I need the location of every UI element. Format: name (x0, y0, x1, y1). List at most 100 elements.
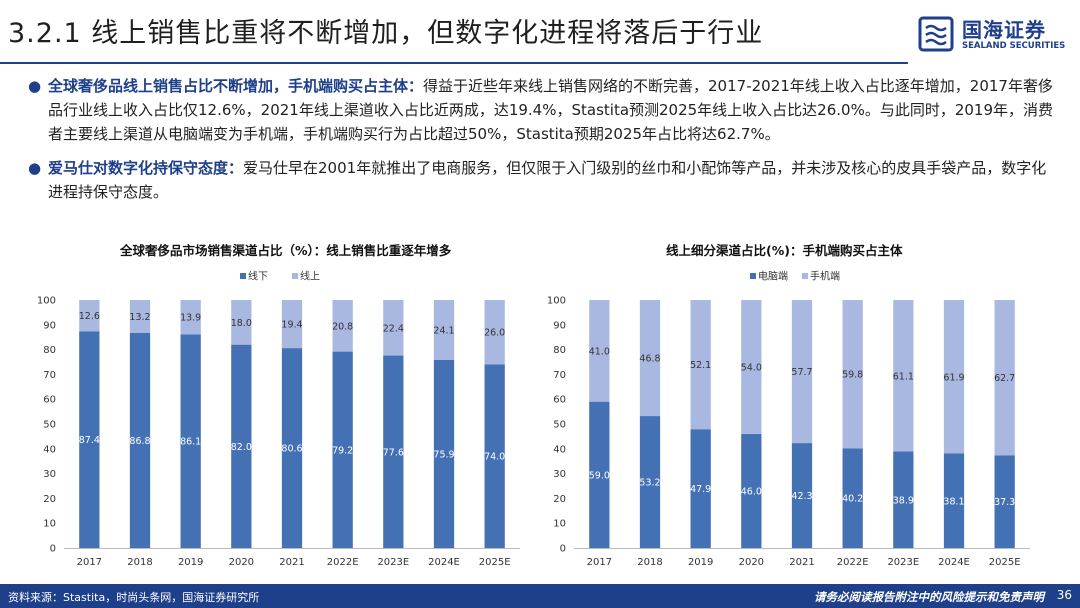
x-tick-label: 2021 (279, 557, 304, 568)
page-number: 36 (1056, 588, 1072, 602)
bar-segment-0 (690, 429, 711, 548)
stacked-bar-chart-online-devices: 电脑端 手机端 0 10 20 30 40 50 60 70 80 90 100 59.0 41.0 2017… (547, 270, 1030, 568)
bar-segment-1 (741, 300, 762, 434)
y-tick-label: 60 (43, 395, 56, 406)
y-tick-label: 10 (553, 519, 566, 530)
y-tick-label: 20 (43, 494, 56, 505)
bar-segment-0 (842, 448, 863, 548)
bar-segment-1 (994, 300, 1015, 456)
data-label: 40.2 (842, 494, 863, 505)
data-label: 13.9 (180, 313, 201, 324)
bar-segment-1 (484, 300, 505, 365)
bar-segment-0 (741, 433, 762, 548)
y-tick-label: 80 (553, 345, 566, 356)
data-label: 38.9 (893, 495, 914, 506)
legend-label-0: 电脑端 (758, 270, 788, 283)
stacked-bar-chart-channels: 线下 线上 0 10 20 30 40 50 60 70 80 90 100 87.4 12.6 2017 86… (37, 270, 520, 568)
y-tick-label: 30 (553, 469, 566, 480)
logo-text-cn: 国海证券 (962, 18, 1046, 42)
x-tick-label: 2017 (77, 557, 102, 568)
x-tick-label: 2017 (587, 557, 612, 568)
bullet-item: ● 爱马仕对数字化持保守态度：爱马仕早在2001年就推出了电商服务，但仅限于入门… (28, 156, 1058, 204)
bar-segment-1 (281, 300, 303, 349)
data-label: 61.1 (893, 371, 914, 382)
bar-segment-1 (332, 300, 353, 352)
data-label: 82.0 (231, 442, 252, 453)
bar-segment-1 (690, 300, 711, 430)
bar-segment-0 (433, 359, 455, 548)
bar-segment-1 (383, 300, 404, 356)
x-tick-label: 2018 (637, 557, 662, 568)
data-label: 24.1 (433, 325, 454, 336)
data-label: 74.0 (484, 452, 505, 463)
x-tick-label: 2022E (327, 557, 359, 568)
data-label: 57.7 (791, 367, 812, 378)
legend-label-1: 手机端 (810, 270, 840, 283)
bar-segment-1 (589, 300, 610, 402)
data-label: 80.6 (281, 444, 302, 455)
legend-swatch-0 (240, 273, 246, 279)
y-tick-label: 40 (43, 444, 56, 455)
data-label: 77.6 (383, 447, 404, 458)
bullet-dot-icon: ● (28, 77, 42, 95)
bar-segment-1 (79, 300, 100, 332)
sealand-logo-icon (918, 16, 954, 52)
data-label: 47.9 (690, 484, 711, 495)
bar-segment-0 (281, 348, 303, 548)
data-label: 20.8 (332, 321, 353, 332)
y-tick-label: 0 (560, 544, 566, 555)
bullet-list: ● 全球奢侈品线上销售占比不断增加，手机端购买占主体：得益于近些年来线上销售网络… (28, 74, 1058, 214)
y-tick-label: 50 (43, 420, 56, 431)
x-tick-label: 2023E (377, 557, 409, 568)
y-tick-label: 80 (43, 345, 56, 356)
y-tick-label: 90 (43, 320, 56, 331)
data-label: 52.1 (690, 360, 711, 371)
bar-segment-0 (383, 355, 404, 548)
bullet-lead: 爱马仕对数字化持保守态度： (48, 159, 244, 177)
data-label: 86.8 (129, 436, 150, 447)
data-label: 54.0 (741, 362, 762, 373)
y-tick-label: 20 (553, 494, 566, 505)
bar-segment-0 (589, 401, 610, 548)
x-tick-label: 2024E (428, 557, 460, 568)
bar-segment-1 (231, 300, 252, 345)
data-label: 61.9 (943, 372, 964, 383)
y-tick-label: 10 (43, 519, 56, 530)
x-tick-label: 2021 (789, 557, 814, 568)
y-tick-label: 30 (43, 469, 56, 480)
legend-label-1: 线上 (300, 270, 320, 283)
bar-segment-1 (180, 300, 201, 335)
chart-title-left: 全球奢侈品市场销售渠道占比（%）：线上销售比重逐年增多 (120, 243, 452, 258)
data-label: 46.0 (741, 486, 762, 497)
bar-segment-1 (791, 300, 813, 444)
data-label: 62.7 (994, 373, 1015, 384)
y-tick-label: 0 (50, 544, 56, 555)
x-tick-label: 2023E (887, 557, 919, 568)
data-label: 46.8 (639, 354, 660, 365)
x-tick-label: 2025E (989, 557, 1021, 568)
y-tick-label: 70 (43, 370, 56, 381)
legend-label-0: 线下 (248, 270, 268, 283)
data-label: 86.1 (180, 437, 201, 448)
data-label: 38.1 (943, 496, 964, 507)
bar-segment-0 (484, 364, 505, 548)
data-label: 37.3 (994, 497, 1015, 508)
logo-text-en: SEALAND SECURITIES (962, 41, 1066, 51)
bar-segment-0 (791, 443, 813, 548)
x-tick-label: 2020 (739, 557, 764, 568)
legend-swatch-0 (750, 273, 756, 279)
x-tick-label: 2019 (688, 557, 713, 568)
bar-segment-0 (180, 334, 201, 548)
x-tick-label: 2020 (229, 557, 254, 568)
data-label: 18.0 (231, 318, 252, 329)
data-label: 22.4 (383, 323, 404, 334)
bar-segment-0 (639, 416, 661, 548)
bar-segment-1 (129, 300, 151, 333)
header-divider (0, 62, 908, 64)
header: 3.2.1 线上销售比重将不断增加，但数字化进程将落后于行业 国海证券 SEAL… (0, 0, 1080, 64)
bar-segment-0 (231, 344, 252, 548)
y-tick-label: 40 (553, 444, 566, 455)
data-label: 12.6 (79, 311, 100, 322)
y-tick-label: 50 (553, 420, 566, 431)
y-tick-label: 70 (553, 370, 566, 381)
